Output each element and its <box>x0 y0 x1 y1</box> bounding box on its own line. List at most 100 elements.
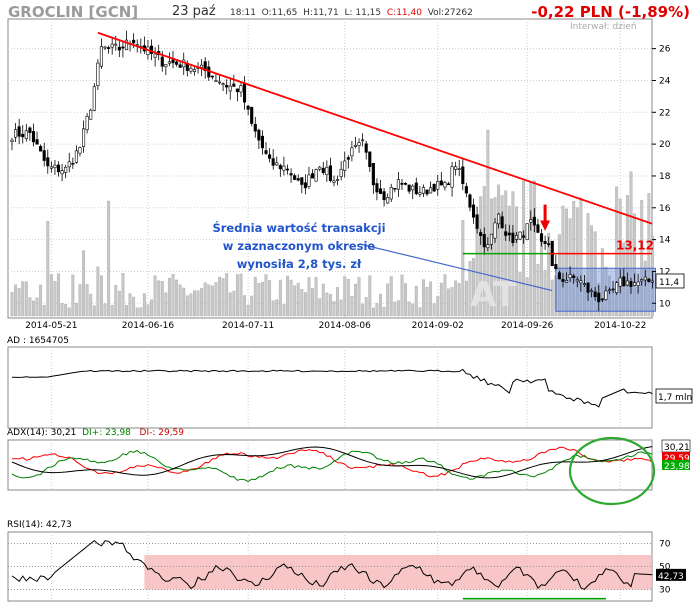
candle-body <box>114 43 118 46</box>
ad-last-label: 1,7 mln <box>658 393 692 403</box>
candle-body <box>514 235 519 240</box>
volume-bar <box>543 270 547 317</box>
candle-body <box>368 151 372 167</box>
panel-frame <box>7 346 653 429</box>
candle-body <box>124 39 129 51</box>
volume-bar <box>382 307 386 317</box>
candle-body <box>525 223 529 241</box>
candle-body <box>632 282 637 286</box>
quote-ohlc: 18:11 O:11,65 H:11,71 L: 11,15 C:11,40 V… <box>230 8 473 18</box>
candle-body <box>611 288 615 291</box>
candle-body <box>60 170 64 175</box>
volume-bar <box>600 248 604 317</box>
quote-close: C:11,40 <box>386 8 422 18</box>
candle-body <box>439 180 443 186</box>
quote-header: GROCLIN [GCN] 23 paź 18:11 O:11,65 H:11,… <box>0 0 700 22</box>
volume-bar <box>550 279 554 317</box>
candle-body <box>650 280 654 283</box>
candle-body <box>253 123 257 132</box>
volume-bar <box>547 232 551 317</box>
last-price-label: 11,4 <box>659 278 679 288</box>
volume-bar <box>500 195 504 317</box>
y-tick-label: 12 <box>659 267 670 277</box>
candle-body <box>468 194 472 208</box>
volume-bar <box>264 274 268 317</box>
candle-body <box>189 67 193 72</box>
price-change: -0,22 PLN (-1,89%) <box>531 3 690 21</box>
candle-body <box>278 165 282 170</box>
candle-body <box>71 162 75 165</box>
candle-body <box>414 182 418 195</box>
volume-bar <box>321 283 325 317</box>
level-label: 13,12 <box>616 239 654 253</box>
rsi-tick-label: 30 <box>659 586 671 596</box>
candle-body <box>557 272 561 280</box>
volume-bar <box>125 305 128 317</box>
candle-body <box>357 142 361 146</box>
volume-bar <box>207 284 211 317</box>
candle-body <box>318 166 322 170</box>
volume-bar <box>525 277 529 317</box>
volume-bar <box>618 198 622 317</box>
di-plus-line <box>11 449 653 483</box>
volume-bar <box>268 280 272 317</box>
volume-bar <box>336 287 340 317</box>
candle-body <box>618 277 622 287</box>
rsi-line <box>11 539 653 591</box>
candle-body <box>31 131 36 143</box>
volume-bar <box>246 305 250 317</box>
volume-bar <box>24 281 28 317</box>
x-tick-label: 2014-09-02 <box>412 321 464 331</box>
candle-body <box>167 61 171 64</box>
candle-body <box>554 264 558 270</box>
volume-bar <box>96 266 100 317</box>
candle-body <box>164 64 168 68</box>
volume-bar <box>128 293 132 317</box>
volume-bar <box>200 287 204 317</box>
candle-body <box>303 182 307 189</box>
volume-bar <box>418 307 422 317</box>
volume-bar <box>393 301 397 317</box>
candle-body <box>543 241 547 244</box>
note-line-2: w zaznaczonym okresie <box>222 239 376 253</box>
volume-bar <box>35 297 39 317</box>
volume-bar <box>386 283 390 317</box>
volume-bar <box>146 304 150 317</box>
volume-bar <box>78 284 82 317</box>
volume-bar <box>282 304 286 317</box>
volume-bar <box>121 273 125 317</box>
candle-body <box>210 75 214 78</box>
volume-bar <box>561 205 565 317</box>
volume-bar <box>89 293 93 317</box>
volume-bar <box>515 206 518 317</box>
volume-bar <box>32 300 35 317</box>
candle-body <box>246 105 250 110</box>
volume-bar <box>250 295 254 317</box>
volume-bar <box>203 282 207 317</box>
candle-body <box>561 279 565 282</box>
volume-bar <box>164 292 168 317</box>
candle-body <box>332 180 336 183</box>
candle-body <box>289 173 293 176</box>
candle-body <box>200 64 204 68</box>
candle-body <box>590 290 594 292</box>
volume-bar <box>150 299 153 317</box>
candle-body <box>640 279 644 282</box>
candle-body <box>454 166 458 170</box>
candle-body <box>10 139 14 143</box>
candle-body <box>307 174 311 187</box>
volume-bar <box>396 300 400 317</box>
candle-body <box>271 158 275 166</box>
volume-bar <box>389 276 393 317</box>
volume-bar <box>350 295 354 317</box>
dim-last-box <box>662 452 690 462</box>
volume-bar <box>235 274 239 317</box>
candle-body <box>203 61 207 72</box>
volume-bar <box>64 304 68 317</box>
volume-bar <box>572 201 576 317</box>
volume-bar <box>14 284 18 317</box>
candle-body <box>475 214 479 229</box>
volume-bar <box>429 281 433 317</box>
candle-body <box>604 290 608 300</box>
